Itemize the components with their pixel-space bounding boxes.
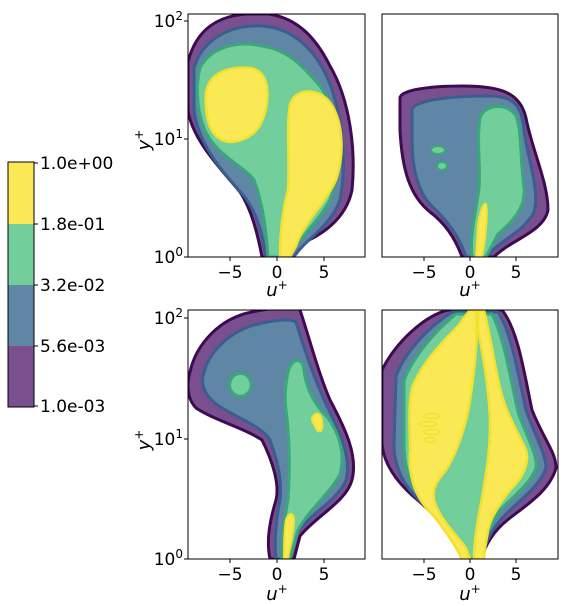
contour-level-2 bbox=[430, 145, 446, 155]
x-tick-label: 5 bbox=[511, 263, 522, 283]
panel-bottom-left: 100 101 102 −5 0 5 u+ y+ bbox=[132, 306, 366, 605]
x-ticks bbox=[423, 257, 517, 261]
y-tick-label-10^0: 100 bbox=[154, 547, 183, 570]
y-tick-label-10^0: 100 bbox=[154, 245, 183, 268]
x-tick-label: 0 bbox=[272, 565, 283, 585]
colorbar-band-low bbox=[8, 346, 34, 407]
x-axis-label: u+ bbox=[459, 582, 480, 605]
contour-level-3 bbox=[408, 310, 478, 559]
x-ticks bbox=[229, 559, 325, 563]
x-tick-label: 0 bbox=[272, 263, 283, 283]
contour-level-3 bbox=[474, 202, 488, 257]
x-tick-label: −5 bbox=[411, 565, 436, 585]
contour-level-3 bbox=[278, 90, 343, 257]
contour-level-3 bbox=[310, 412, 324, 433]
panel-bottom-right: −5 0 5 u+ bbox=[381, 309, 559, 605]
contour-level-3-fragments bbox=[418, 412, 441, 444]
colorbar-tick-label: 5.6e-03 bbox=[40, 337, 105, 357]
colorbar-tick-label: 3.2e-02 bbox=[40, 276, 105, 296]
contour-level-3 bbox=[204, 66, 269, 144]
colorbar-tick-label: 1.0e-03 bbox=[40, 397, 105, 417]
x-axis-label: u+ bbox=[266, 582, 287, 605]
colorbar-band-mid bbox=[8, 285, 34, 346]
y-ticks bbox=[184, 20, 188, 258]
y-axis-label: y+ bbox=[132, 430, 155, 452]
x-tick-label: 0 bbox=[465, 565, 476, 585]
contour-level-2 bbox=[436, 161, 448, 171]
y-axis-label: y+ bbox=[132, 130, 155, 152]
colorbar: 1.0e+00 1.8e-01 3.2e-02 5.6e-03 1.0e-03 bbox=[7, 154, 113, 417]
y-tick-label-10^2: 102 bbox=[154, 9, 183, 32]
y-tick-label-10^2: 102 bbox=[154, 306, 183, 329]
x-axis-label: u+ bbox=[459, 278, 480, 301]
contour-level-2 bbox=[280, 359, 344, 559]
panel-top-left: 100 101 102 −5 0 5 u+ y+ bbox=[132, 9, 366, 301]
colorbar-band-high bbox=[8, 224, 34, 285]
x-tick-label: 5 bbox=[319, 565, 330, 585]
x-tick-label: −5 bbox=[217, 565, 242, 585]
x-tick-label: −5 bbox=[411, 263, 436, 283]
colorbar-tick-label: 1.8e-01 bbox=[40, 215, 105, 235]
x-tick-label: 0 bbox=[465, 263, 476, 283]
panel-top-right: −5 0 5 u+ bbox=[381, 13, 559, 301]
y-tick-label-10^1: 101 bbox=[154, 127, 183, 150]
colorbar-band-highest bbox=[8, 162, 34, 224]
x-axis-label: u+ bbox=[266, 278, 287, 301]
contour-level-2 bbox=[228, 372, 253, 398]
x-tick-label: 5 bbox=[511, 565, 522, 585]
y-ticks bbox=[184, 317, 188, 560]
contour-level-3 bbox=[283, 513, 296, 559]
colorbar-tick-label: 1.0e+00 bbox=[40, 154, 113, 174]
y-tick-label-10^1: 101 bbox=[154, 427, 183, 450]
contour-level-3 bbox=[472, 310, 529, 559]
x-ticks bbox=[423, 559, 517, 563]
x-ticks bbox=[229, 257, 325, 261]
x-tick-label: −5 bbox=[217, 263, 242, 283]
x-tick-label: 5 bbox=[319, 263, 330, 283]
